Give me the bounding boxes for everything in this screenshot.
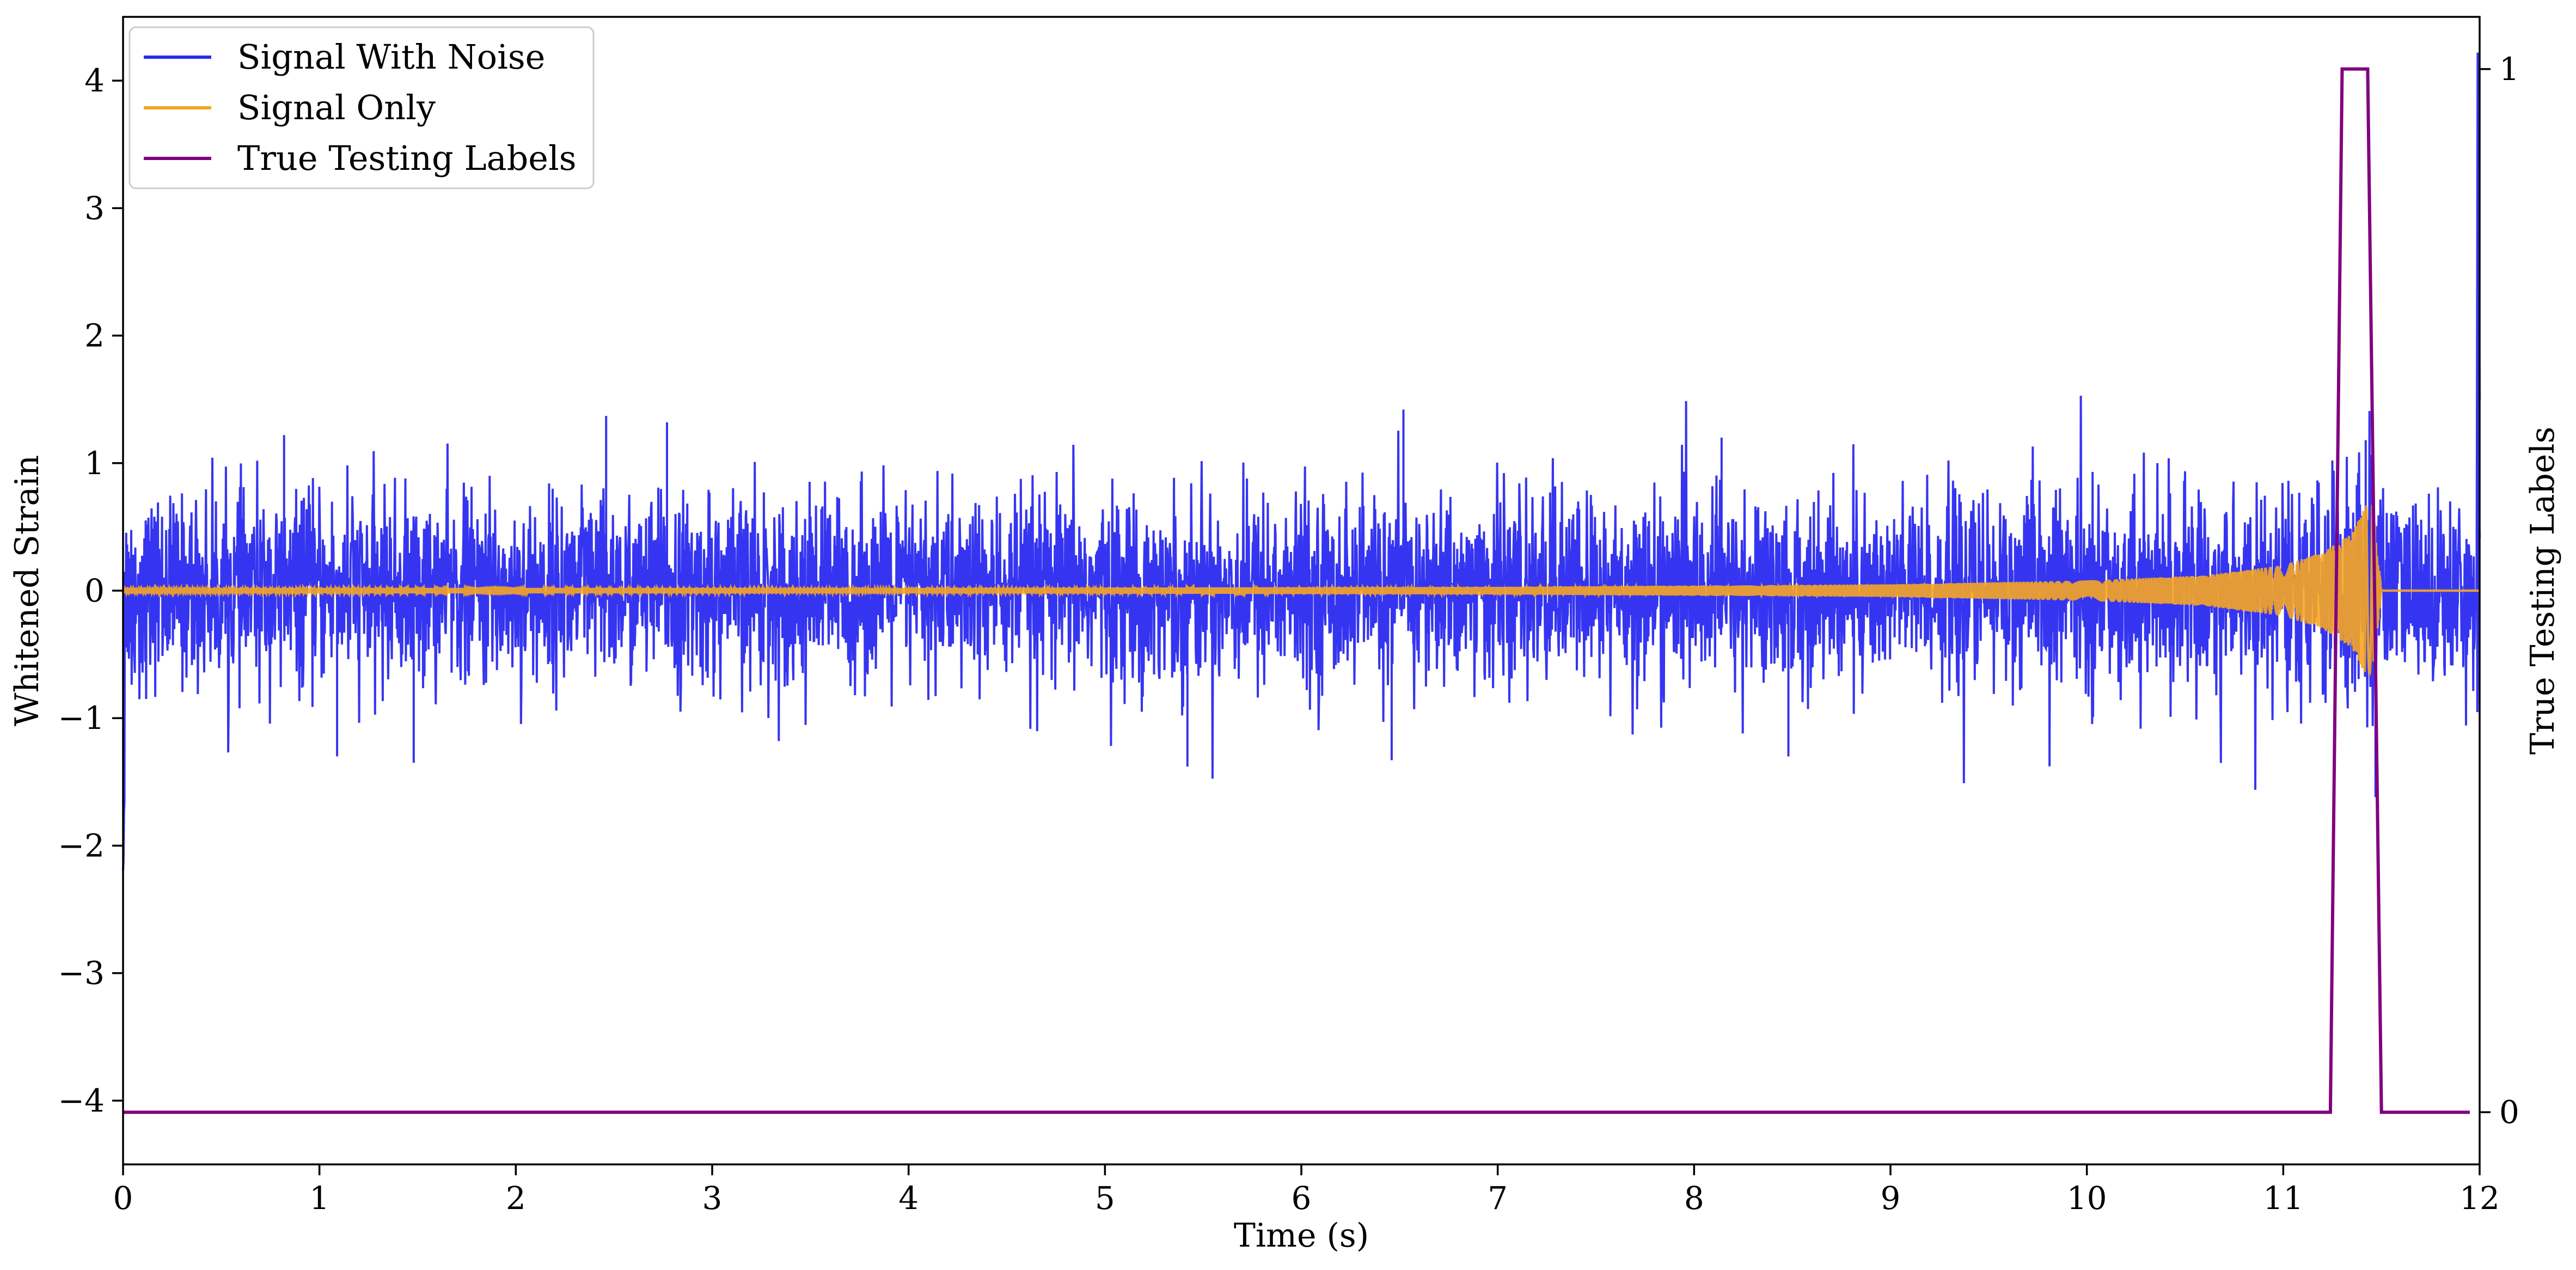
series-layer [121, 52, 2481, 1114]
y-tick-label: 3 [84, 189, 105, 226]
x-tick-label: 7 [1488, 1180, 1508, 1217]
x-tick-label: 2 [506, 1180, 526, 1217]
x-tick-label: 12 [2459, 1180, 2500, 1217]
y2-axis-label: True Testing Labels [2524, 427, 2562, 755]
x-tick-label: 11 [2263, 1180, 2303, 1217]
y-tick-label: 1 [84, 445, 105, 482]
y-tick-label: 2 [84, 317, 105, 354]
legend: Signal With Noise Signal Only True Testing… [129, 26, 595, 189]
y-tick-label: −2 [58, 827, 105, 864]
x-tick-label: 6 [1292, 1180, 1312, 1217]
legend-label: True Testing Labels [237, 138, 577, 178]
legend-label: Signal Only [237, 88, 436, 127]
y-tick-label: −3 [58, 955, 105, 992]
legend-label: Signal With Noise [237, 37, 545, 77]
y-axis-label: Whitened Strain [8, 455, 46, 726]
series-true-testing-labels [123, 67, 2470, 1114]
x-tick-label: 5 [1095, 1180, 1115, 1217]
legend-box [129, 26, 595, 189]
x-tick-label: 10 [2067, 1180, 2107, 1217]
y-tick-label: 0 [84, 572, 105, 609]
x-tick-label: 1 [309, 1180, 329, 1217]
x-tick-label: 4 [898, 1180, 919, 1217]
x-tick-label: 3 [702, 1180, 723, 1217]
x-tick-label: 0 [113, 1180, 133, 1217]
x-axis-label: Time (s) [1234, 1217, 1369, 1255]
y2-tick-label: 0 [2499, 1094, 2519, 1131]
y-tick-label: 4 [84, 62, 105, 99]
series-signal-only [121, 504, 2480, 676]
y-tick-label: −4 [58, 1082, 105, 1119]
y2-tick-label: 1 [2499, 51, 2519, 88]
x-tick-label: 9 [1881, 1180, 1901, 1217]
x-tick-label: 8 [1684, 1180, 1704, 1217]
y-tick-label: −1 [58, 700, 105, 737]
